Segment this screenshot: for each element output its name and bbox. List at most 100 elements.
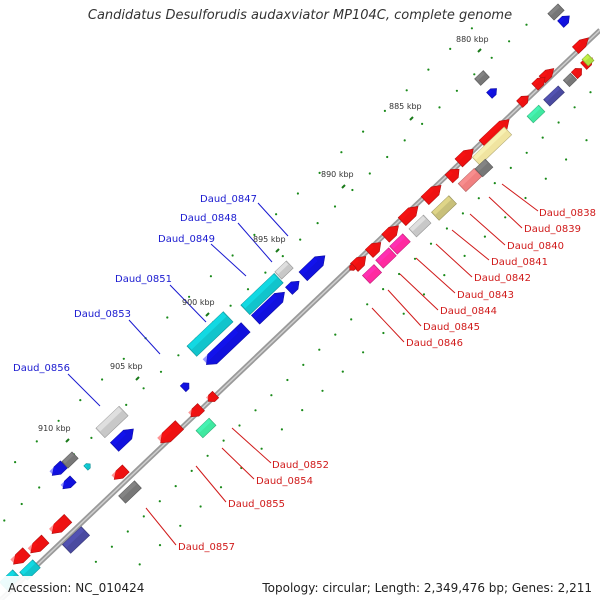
gene-label-daud-0846[interactable]: Daud_0846: [406, 338, 463, 349]
gene-feature-9[interactable]: [516, 95, 529, 108]
gene-label-daud-0856[interactable]: Daud_0856: [13, 363, 70, 374]
gene-label-daud-0844[interactable]: Daud_0844: [440, 306, 497, 317]
gene-feature-2[interactable]: [571, 37, 589, 54]
gene-feature-shine: [49, 466, 58, 475]
track-dot-67: [318, 348, 321, 351]
gene-label-daud-0851[interactable]: Daud_0851: [115, 274, 172, 285]
gene-feature-18[interactable]: [444, 168, 460, 184]
gene-label-daud-0857[interactable]: Daud_0857: [178, 542, 235, 553]
gene-feature-11[interactable]: [526, 104, 546, 124]
gene-feature-36[interactable]: [186, 311, 234, 357]
gene-label-daud-0848[interactable]: Daud_0848: [180, 213, 237, 224]
gene-feature-40[interactable]: [208, 390, 220, 402]
gene-feature-37[interactable]: [206, 322, 251, 365]
gene-feature-shine: [348, 266, 352, 269]
gene-feature-10[interactable]: [543, 85, 565, 107]
gene-feature-shine: [188, 408, 196, 416]
track-dot-5: [122, 357, 125, 360]
gene-feature-29[interactable]: [361, 264, 383, 284]
gene-feature-19[interactable]: [474, 158, 494, 178]
gene-feature-6[interactable]: [581, 53, 595, 67]
gene-feature-44[interactable]: [109, 428, 134, 452]
track-dot-97: [382, 331, 385, 335]
gene-feature-48[interactable]: [83, 463, 91, 471]
gene-feature-39[interactable]: [190, 403, 205, 418]
gene-label-daud-0843[interactable]: Daud_0843: [457, 290, 514, 301]
gene-feature-42[interactable]: [195, 417, 217, 439]
gene-feature-16[interactable]: [454, 148, 474, 168]
gene-label-daud-0839[interactable]: Daud_0839: [524, 224, 581, 235]
gene-label-daud-0853[interactable]: Daud_0853: [74, 309, 131, 320]
leader-line-17: [195, 465, 227, 503]
gene-feature-34[interactable]: [240, 272, 284, 316]
gene-feature-17[interactable]: [457, 167, 483, 193]
track-dot-65: [286, 378, 289, 382]
gene-feature-20[interactable]: [420, 185, 442, 206]
gene-label-daud-0847[interactable]: Daud_0847: [200, 194, 257, 205]
gene-feature-15[interactable]: [471, 126, 513, 166]
gene-feature-45[interactable]: [61, 451, 79, 469]
gene-feature-22[interactable]: [397, 206, 419, 227]
leader-line-2: [210, 243, 247, 277]
track-dot-31: [159, 370, 163, 373]
gene-feature-13[interactable]: [486, 88, 497, 99]
track-dot-81: [541, 136, 544, 139]
gene-feature-49[interactable]: [113, 464, 130, 480]
gene-feature-38[interactable]: [179, 382, 190, 393]
gene-feature-33[interactable]: [285, 280, 300, 295]
gene-label-daud-0852[interactable]: Daud_0852: [272, 460, 329, 471]
gene-feature-51[interactable]: [51, 513, 73, 534]
gene-feature-32[interactable]: [274, 260, 294, 280]
gene-feature-47[interactable]: [62, 475, 77, 490]
gene-feature-8[interactable]: [531, 76, 546, 91]
track-dot-41: [333, 205, 337, 208]
gene-feature-4[interactable]: [570, 68, 582, 80]
gene-feature-12[interactable]: [474, 70, 490, 86]
gene-feature-1[interactable]: [557, 15, 570, 28]
track-dot-32: [177, 354, 180, 357]
gene-feature-0[interactable]: [547, 3, 565, 21]
gene-feature-shine: [366, 244, 375, 252]
gene-feature-50[interactable]: [118, 480, 142, 504]
gene-feature-55[interactable]: [19, 559, 41, 581]
gene-feature-21[interactable]: [431, 195, 457, 221]
leader-line-7: [488, 196, 523, 229]
gene-feature-shine: [459, 169, 477, 187]
track-dot-19: [427, 68, 430, 71]
gene-label-daud-0841[interactable]: Daud_0841: [491, 257, 548, 268]
gene-label-daud-0842[interactable]: Daud_0842: [474, 273, 531, 284]
gene-feature-30[interactable]: [349, 263, 357, 271]
gene-feature-5[interactable]: [562, 72, 578, 88]
gene-feature-25[interactable]: [389, 233, 411, 255]
leader-line-6: [501, 183, 539, 212]
leader-line-18: [145, 507, 177, 546]
gene-feature-41[interactable]: [160, 420, 185, 444]
track-dot-58: [174, 485, 177, 488]
gene-feature-31[interactable]: [298, 255, 326, 282]
gene-feature-46[interactable]: [51, 460, 68, 476]
gene-feature-52[interactable]: [61, 526, 91, 554]
gene-feature-35[interactable]: [250, 291, 285, 325]
gene-features: [0, 3, 595, 591]
gene-feature-shine: [181, 383, 185, 388]
track-dot-54: [110, 545, 113, 548]
gene-feature-23[interactable]: [408, 214, 432, 238]
gene-label-daud-0849[interactable]: Daud_0849: [158, 234, 215, 245]
gene-label-daud-0855[interactable]: Daud_0855: [228, 499, 285, 510]
track-dot-55: [126, 530, 129, 533]
track-dot-40: [316, 222, 319, 225]
track-dot-88: [199, 505, 202, 508]
gene-label-daud-0838[interactable]: Daud_0838: [539, 208, 596, 219]
gene-feature-54[interactable]: [13, 547, 31, 565]
gene-label-daud-0845[interactable]: Daud_0845: [423, 322, 480, 333]
gene-feature-53[interactable]: [30, 534, 50, 554]
gene-label-daud-0854[interactable]: Daud_0854: [256, 476, 313, 487]
gene-feature-43[interactable]: [95, 405, 129, 439]
gene-feature-27[interactable]: [375, 247, 397, 269]
gene-feature-shine: [363, 265, 377, 278]
gene-label-daud-0840[interactable]: Daud_0840: [507, 241, 564, 252]
gene-feature-26[interactable]: [364, 242, 382, 258]
gene-feature-24[interactable]: [381, 225, 399, 243]
track-dot-100: [443, 274, 446, 277]
